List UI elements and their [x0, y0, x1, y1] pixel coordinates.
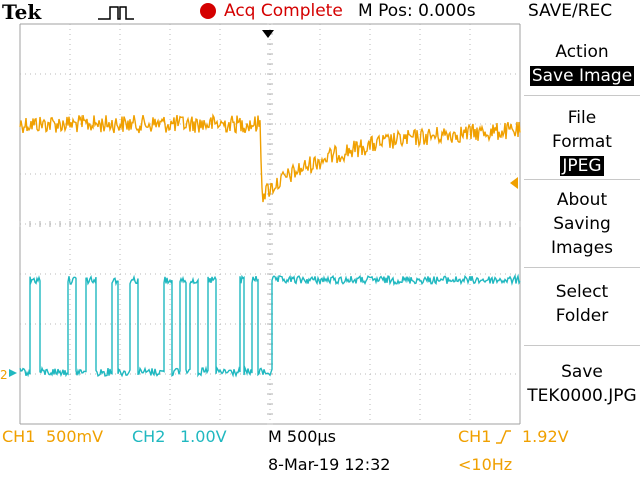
- brand-logo: Tek: [2, 0, 42, 24]
- acq-status-icon: [200, 3, 216, 19]
- date-time: 8-Mar-19 12:32: [268, 455, 391, 474]
- action-label: Action: [555, 42, 609, 62]
- graticule: [19, 23, 521, 425]
- ch1-trigger-level-marker: [510, 177, 518, 189]
- about-label-1: About: [556, 190, 608, 210]
- about-label-3: Images: [550, 238, 614, 258]
- ch2-marker-label: 2: [0, 368, 8, 382]
- status-header: Tek Acq Complete M Pos: 0.000s SAVE/REC: [0, 0, 640, 24]
- rising-edge-icon: [496, 430, 511, 444]
- menu-about-saving[interactable]: About Saving Images: [524, 180, 640, 268]
- select-label-2: Folder: [555, 306, 609, 326]
- file-format-value: JPEG: [560, 156, 604, 176]
- select-label-1: Select: [555, 282, 609, 302]
- ch2-label: CH2: [132, 427, 166, 446]
- acq-status-text: Acq Complete: [224, 1, 343, 21]
- menu-save[interactable]: Save TEK0000.JPG: [524, 346, 640, 430]
- trigger-source: CH1: [458, 427, 492, 446]
- menu-file-format[interactable]: File Format JPEG: [524, 96, 640, 180]
- trigger-frequency: <10Hz: [458, 455, 513, 474]
- side-menu: Action Save Image File Format JPEG About…: [524, 24, 640, 408]
- ch2-ground-marker: 2: [0, 368, 17, 382]
- trigger-position-marker: [262, 30, 274, 38]
- menu-select-folder[interactable]: Select Folder: [524, 268, 640, 346]
- about-label-2: Saving: [553, 214, 611, 234]
- file-format-label-1: File: [567, 108, 597, 128]
- m-pos-readout: M Pos: 0.000s: [358, 1, 476, 21]
- action-value: Save Image: [529, 66, 635, 86]
- menu-title: SAVE/REC: [528, 1, 613, 21]
- save-label: Save: [561, 362, 603, 382]
- ch1-scale: 500mV: [46, 427, 104, 446]
- ch2-scale: 1.00V: [180, 427, 227, 446]
- file-format-label-2: Format: [552, 132, 612, 152]
- ch1-trace: [19, 113, 521, 203]
- ch2-trace: [19, 273, 521, 378]
- menu-action[interactable]: Action Save Image: [524, 24, 640, 96]
- ch1-label: CH1: [2, 427, 36, 446]
- trigger-level: 1.92V: [522, 427, 569, 446]
- pulse-trigger-icon: [98, 6, 134, 20]
- save-filename: TEK0000.JPG: [527, 386, 637, 406]
- timebase: M 500µs: [268, 427, 336, 446]
